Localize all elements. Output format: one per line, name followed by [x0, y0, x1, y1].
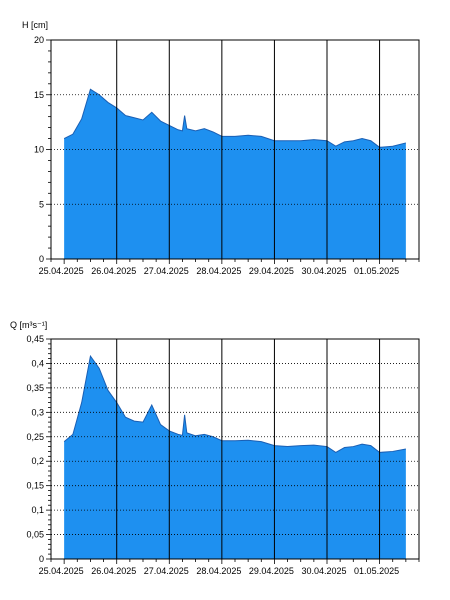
xtick-label-h-0: 25.04.2025: [39, 266, 84, 276]
discharge-chart: Q [m³s⁻¹] 0 0,05 0,1 0,15 0,2 0,25 0,3 0,35 0,4 0…: [10, 320, 420, 576]
xtick-label-q-4: 29.04.2025: [249, 566, 294, 576]
ytick-label-q-4: 0,2: [31, 456, 44, 466]
xtick-label-q-3: 28.04.2025: [196, 566, 241, 576]
ytick-label-q-5: 0,25: [26, 432, 44, 442]
xtick-label-h-5: 30.04.2025: [301, 266, 346, 276]
ytick-label-h-0: 0: [39, 254, 44, 264]
xtick-label-h-3: 28.04.2025: [196, 266, 241, 276]
ytick-label-h-2: 10: [34, 145, 44, 155]
ytick-label-q-8: 0,4: [31, 358, 44, 368]
water-level-chart: H [cm] 0 5 10 15 20 25.04.2025 26.04.2025 27.04…: [22, 20, 420, 276]
ytick-label-q-3: 0,15: [26, 481, 44, 491]
ytick-label-h-3: 15: [34, 90, 44, 100]
area-series-q: [64, 356, 406, 559]
xtick-label-h-1: 26.04.2025: [91, 266, 136, 276]
xtick-label-q-1: 26.04.2025: [91, 566, 136, 576]
xtick-label-q-2: 27.04.2025: [144, 566, 189, 576]
xtick-label-q-6: 01.05.2025: [354, 566, 399, 576]
ytick-label-q-2: 0,1: [31, 505, 44, 515]
area-series-h: [64, 89, 406, 259]
xtick-label-q-5: 30.04.2025: [301, 566, 346, 576]
ytick-label-q-7: 0,35: [26, 383, 44, 393]
xtick-label-h-6: 01.05.2025: [354, 266, 399, 276]
xtick-label-h-2: 27.04.2025: [144, 266, 189, 276]
y-axis-title-q: Q [m³s⁻¹]: [10, 320, 47, 330]
ytick-label-q-9: 0,45: [26, 334, 44, 344]
ytick-label-q-6: 0,3: [31, 407, 44, 417]
xtick-label-h-4: 29.04.2025: [249, 266, 294, 276]
ytick-label-h-1: 5: [39, 199, 44, 209]
ytick-label-q-0: 0: [39, 554, 44, 564]
ytick-label-h-4: 20: [34, 35, 44, 45]
y-axis-title-h: H [cm]: [22, 20, 48, 30]
ytick-label-q-1: 0,05: [26, 530, 44, 540]
xtick-label-q-0: 25.04.2025: [39, 566, 84, 576]
